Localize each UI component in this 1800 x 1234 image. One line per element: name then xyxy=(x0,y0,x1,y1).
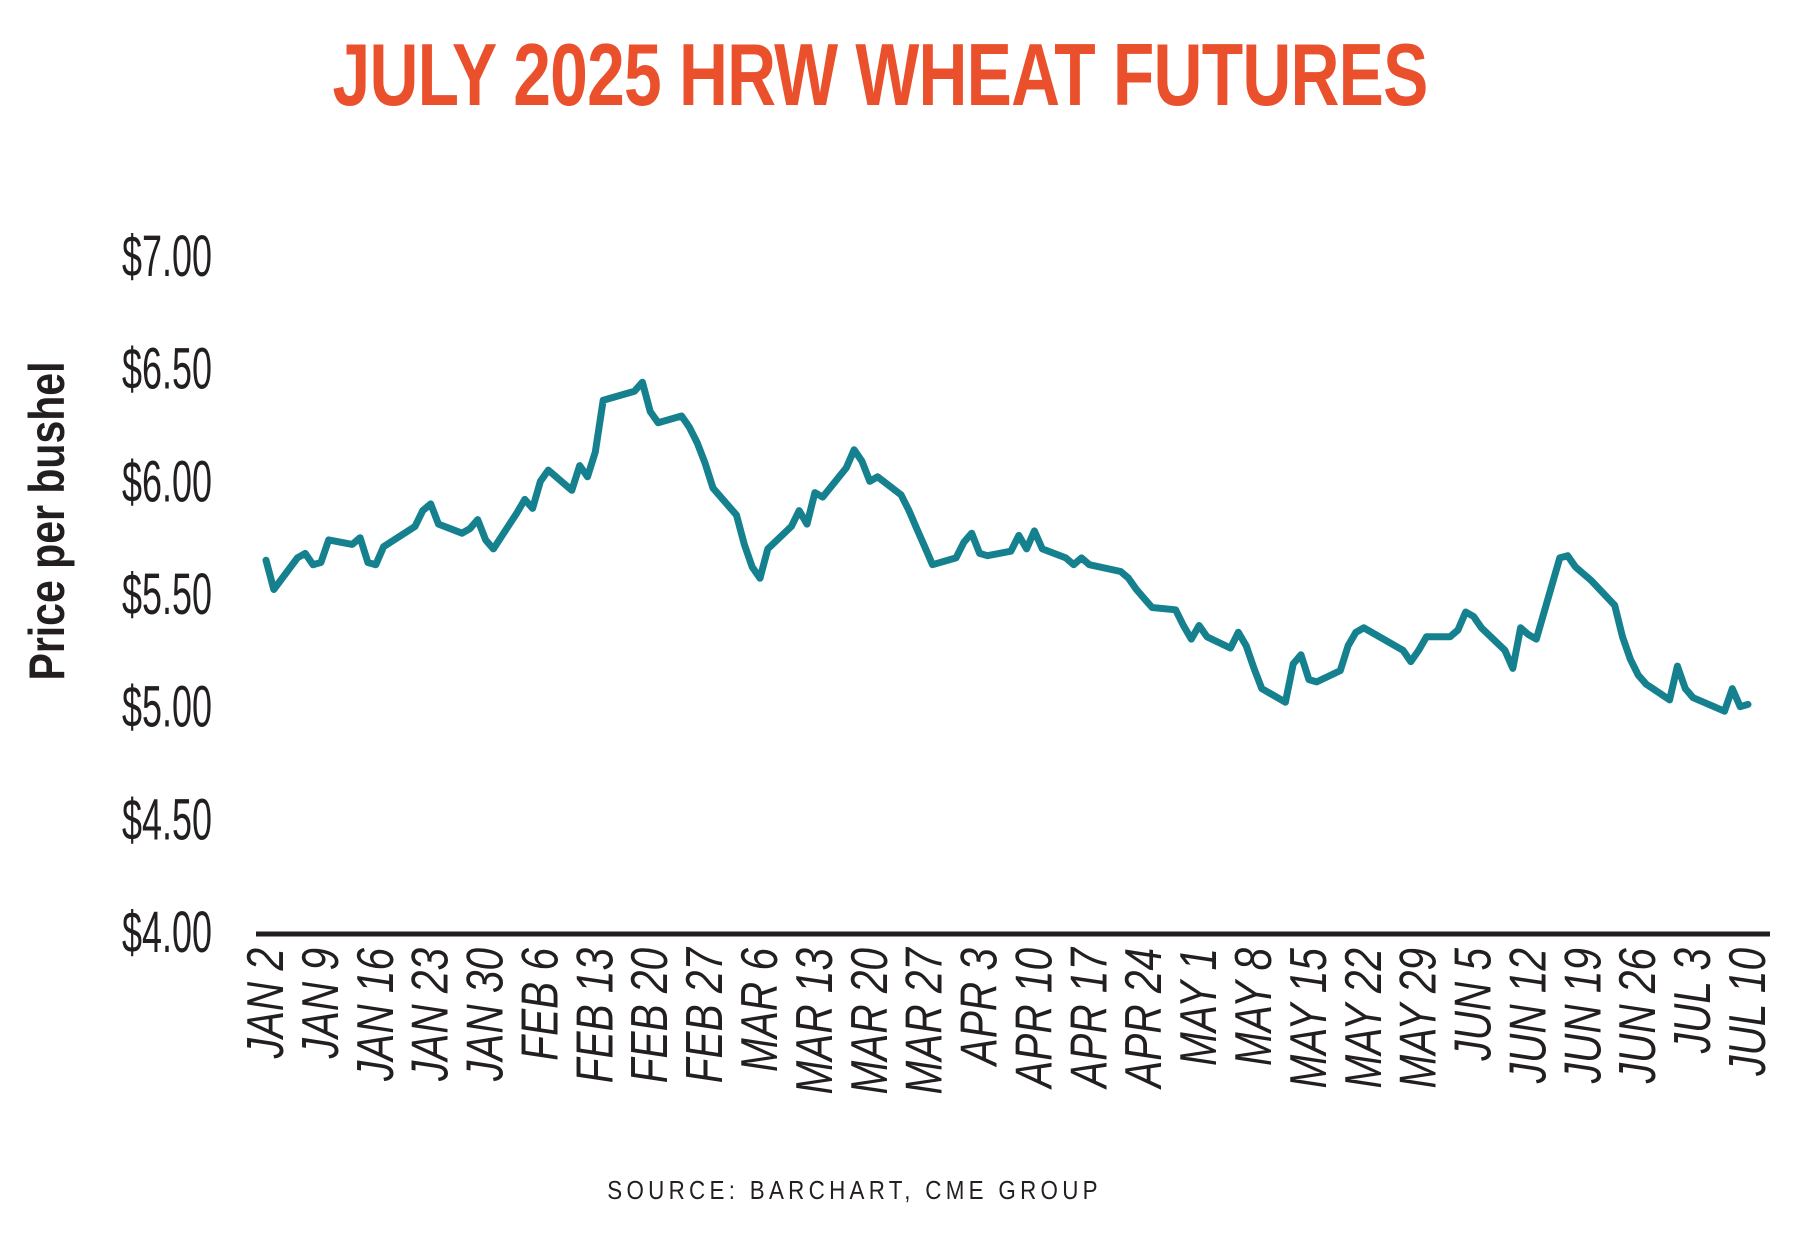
x-tick-label: JUN 5 xyxy=(1444,947,1502,1061)
x-tick-label: JAN 2 xyxy=(236,948,294,1059)
y-tick-label: $4.50 xyxy=(122,788,212,853)
y-axis-labels: $7.00 $6.50 $6.00 $5.50 $5.00 $4.50 $4.00 xyxy=(122,224,212,965)
x-tick-label: JUN 19 xyxy=(1553,948,1611,1084)
price-line xyxy=(262,378,1752,715)
x-tick-label: FEB 20 xyxy=(620,948,678,1083)
y-tick-label: $6.00 xyxy=(122,450,212,515)
x-tick-label: JUL 3 xyxy=(1663,948,1721,1054)
x-tick-label: JAN 30 xyxy=(456,948,514,1082)
x-tick-label: APR 10 xyxy=(1005,948,1063,1090)
x-tick-label: MAR 27 xyxy=(895,946,953,1094)
x-tick-label: JUN 26 xyxy=(1608,948,1666,1084)
x-tick-label: MAY 8 xyxy=(1224,948,1282,1066)
x-tick-label: MAY 1 xyxy=(1169,948,1227,1066)
x-tick-label: APR 24 xyxy=(1114,948,1172,1090)
x-tick-label: JAN 9 xyxy=(291,948,349,1059)
source-credit: SOURCE: BARCHART, CME GROUP xyxy=(0,1175,1800,1206)
chart-title: JULY 2025 HRW WHEAT FUTURES xyxy=(0,24,1800,126)
y-tick-label: $6.50 xyxy=(122,337,212,402)
x-tick-label: MAY 22 xyxy=(1334,948,1392,1089)
x-tick-label: FEB 27 xyxy=(675,946,733,1083)
x-tick-label: JUN 12 xyxy=(1499,948,1557,1084)
y-tick-label: $4.00 xyxy=(122,900,212,965)
x-tick-label: MAY 15 xyxy=(1279,947,1337,1088)
y-tick-label: $7.00 xyxy=(122,224,212,289)
x-tick-label: MAR 6 xyxy=(730,948,788,1072)
y-tick-label: $5.50 xyxy=(122,562,212,627)
x-tick-label: FEB 6 xyxy=(511,948,569,1061)
y-tick-label: $5.00 xyxy=(122,675,212,740)
source-credit-text: SOURCE: BARCHART, CME GROUP xyxy=(607,1175,1103,1205)
x-tick-label: APR 17 xyxy=(1059,946,1117,1090)
x-tick-label: MAR 20 xyxy=(840,948,898,1095)
x-tick-label: JAN 16 xyxy=(346,948,404,1082)
x-tick-label: JUL 10 xyxy=(1718,948,1776,1077)
x-tick-label: APR 3 xyxy=(950,948,1008,1068)
chart-title-text: JULY 2025 HRW WHEAT FUTURES xyxy=(332,25,1429,124)
x-tick-label: FEB 13 xyxy=(565,948,623,1083)
x-tick-label: MAR 13 xyxy=(785,948,843,1095)
x-tick-label: MAY 29 xyxy=(1389,948,1447,1089)
x-tick-label: JAN 23 xyxy=(401,948,459,1082)
